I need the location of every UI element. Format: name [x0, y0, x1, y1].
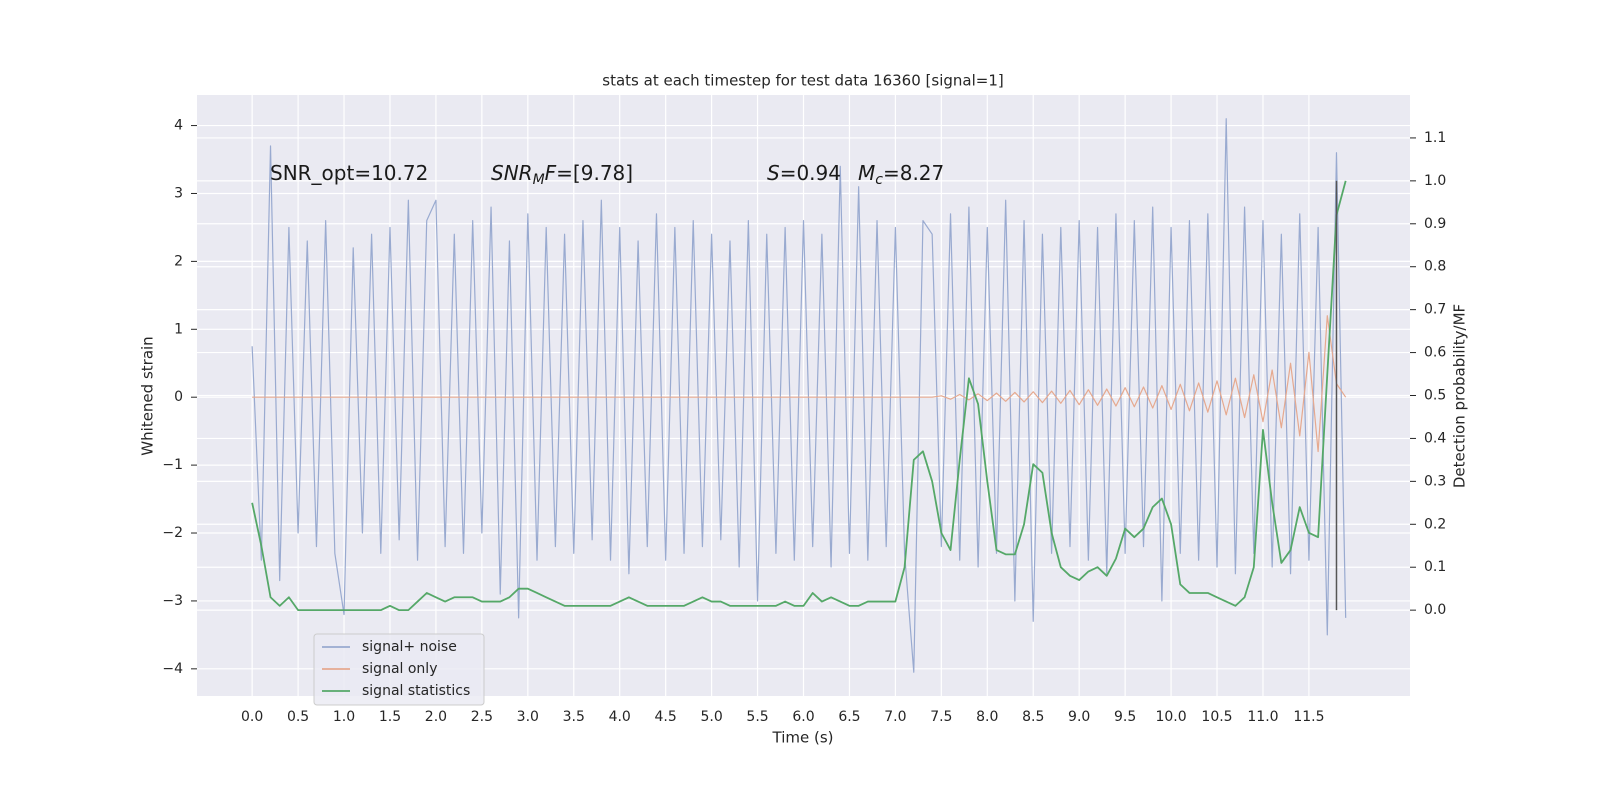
y-tick-label: −2 [162, 525, 183, 541]
annotation: S=0.94 [767, 161, 841, 185]
annotation-part: =0.94 [780, 161, 841, 185]
annotation: SNRMF=[9.78] [491, 161, 633, 189]
x-tick-label: 10.0 [1155, 709, 1186, 725]
x-tick-label: 1.0 [333, 709, 355, 725]
axes: 0.0 0.5 1.0 1.5 2.0 2.5 3.0 3.5 4.0 4.5 5.0 5.5 6.0 6… [162, 118, 1446, 725]
chart-title: stats at each timestep for test data 163… [602, 72, 1003, 90]
annotation-part: c [875, 172, 883, 188]
y-tick-label: −3 [162, 593, 183, 609]
annotation-part: SNR [491, 161, 533, 185]
annotation-part: =8.27 [883, 161, 944, 185]
annotation: Mc=8.27 [858, 161, 944, 189]
y-tick-label: 0 [174, 389, 183, 405]
x-tick-label: 8.0 [976, 709, 998, 725]
y2-tick-label: 0.2 [1424, 516, 1446, 532]
grid [197, 95, 1410, 696]
annotation-part: SNR_opt=10.72 [270, 161, 428, 185]
y2-tick-label: 1.1 [1424, 130, 1446, 146]
y2-tick-label: 0.1 [1424, 559, 1446, 575]
marks [251, 118, 1347, 673]
x-tick-label: 2.0 [425, 709, 447, 725]
y2-tick-label: 0.9 [1424, 216, 1446, 232]
x-tick-label: 8.5 [1022, 709, 1044, 725]
x-tick-label: 6.5 [838, 709, 860, 725]
y2-tick-label: 0.3 [1424, 473, 1446, 489]
y-axis-label: Whitened strain [139, 336, 157, 455]
y-tick-label: 3 [174, 185, 183, 201]
y2-tick-label: 0.0 [1424, 602, 1446, 618]
y-tick-label: 1 [174, 321, 183, 337]
y-tick-label: 4 [174, 118, 183, 134]
series-line [251, 118, 1347, 673]
x-tick-label: 9.0 [1068, 709, 1090, 725]
x-tick-label: 10.5 [1201, 709, 1232, 725]
annotation-part: S [767, 161, 780, 185]
legend-label: signal only [362, 661, 437, 677]
x-tick-label: 5.0 [700, 709, 722, 725]
y2-tick-label: 1.0 [1424, 173, 1446, 189]
annotation: SNR_opt=10.72 [270, 161, 428, 185]
x-tick-label: 0.5 [287, 709, 309, 725]
annotation-part: M [533, 172, 545, 188]
x-tick-label: 4.0 [609, 709, 631, 725]
y2-tick-label: 0.7 [1424, 302, 1446, 318]
x-tick-label: 3.5 [563, 709, 585, 725]
series-line [251, 180, 1347, 612]
y2-tick-label: 0.4 [1424, 430, 1446, 446]
y2-tick-label: 0.5 [1424, 388, 1446, 404]
x-tick-label: 6.0 [792, 709, 814, 725]
series-line [252, 315, 1347, 453]
x-tick-label: 0.0 [241, 709, 263, 725]
legend-box [313, 633, 485, 706]
legend: signal+ noise signal only signal statistic… [313, 633, 485, 706]
legend-label: signal statistics [362, 683, 470, 699]
y-tick-label: −1 [162, 457, 183, 473]
y-tick-label: 2 [174, 253, 183, 269]
x-tick-label: 7.5 [930, 709, 952, 725]
y2-tick-label: 0.8 [1424, 259, 1446, 275]
annotation-part: =[9.78] [556, 161, 633, 185]
x-tick-label: 1.5 [379, 709, 401, 725]
x-tick-label: 11.5 [1293, 709, 1324, 725]
x-tick-label: 2.5 [471, 709, 493, 725]
y2-axis-label: Detection probability/MF [1451, 304, 1469, 488]
x-tick-label: 4.5 [655, 709, 677, 725]
y2-tick-label: 0.6 [1424, 345, 1446, 361]
x-tick-label: 3.0 [517, 709, 539, 725]
annotation-part: F [545, 161, 557, 185]
legend-label: signal+ noise [362, 639, 457, 655]
x-tick-label: 5.5 [746, 709, 768, 725]
x-tick-label: 7.0 [884, 709, 906, 725]
x-tick-label: 11.0 [1247, 709, 1278, 725]
x-tick-label: 9.5 [1114, 709, 1136, 725]
y-tick-label: −4 [162, 661, 183, 677]
annotation-part: M [858, 161, 875, 185]
x-axis-label: Time (s) [772, 729, 834, 747]
